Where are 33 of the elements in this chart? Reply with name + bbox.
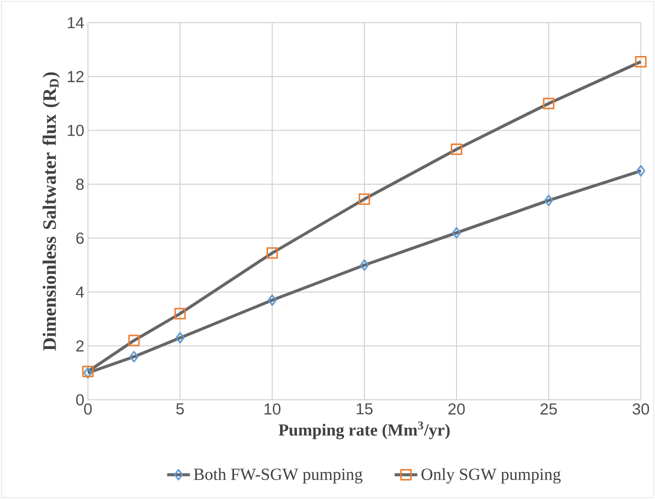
y-axis-title: Dimensionless Saltwater flux (R$_{D}$) — [42, 72, 60, 351]
y-tick-label: 0 — [76, 394, 84, 406]
x-tick-label: 10 — [264, 403, 280, 415]
point — [452, 227, 462, 239]
x-tick-label: 15 — [356, 403, 373, 414]
point — [129, 350, 138, 362]
y-tick-label: 6 — [76, 232, 84, 244]
y-tick-label: 4 — [76, 286, 84, 298]
legend-label: Only SGW pumping — [421, 468, 561, 484]
x-tick-label: 30 — [632, 403, 650, 415]
point — [358, 193, 370, 205]
point — [176, 332, 185, 344]
point — [636, 165, 646, 177]
x-tick-label: 5 — [176, 403, 184, 414]
point — [268, 294, 277, 306]
x-tick-label: 20 — [448, 403, 465, 415]
point — [174, 308, 186, 320]
y-tick-label: 2 — [76, 340, 84, 352]
legend-label: Both FW-SGW pumping — [194, 468, 362, 484]
y-tick-label: 8 — [76, 178, 84, 190]
point — [128, 334, 140, 346]
y-tick-label: 12 — [68, 70, 84, 82]
point — [266, 247, 278, 259]
point — [450, 144, 462, 156]
point — [360, 259, 369, 271]
x-tick-label: 0 — [84, 403, 92, 415]
point — [635, 56, 647, 68]
point — [544, 194, 554, 206]
y-tick-label: 14 — [68, 17, 84, 28]
x-axis-title: Pumping rate (Mm$^{3}$/yr) — [278, 421, 450, 440]
point — [542, 98, 554, 110]
y-tick-label: 10 — [68, 124, 84, 136]
x-tick-label: 25 — [540, 403, 557, 415]
